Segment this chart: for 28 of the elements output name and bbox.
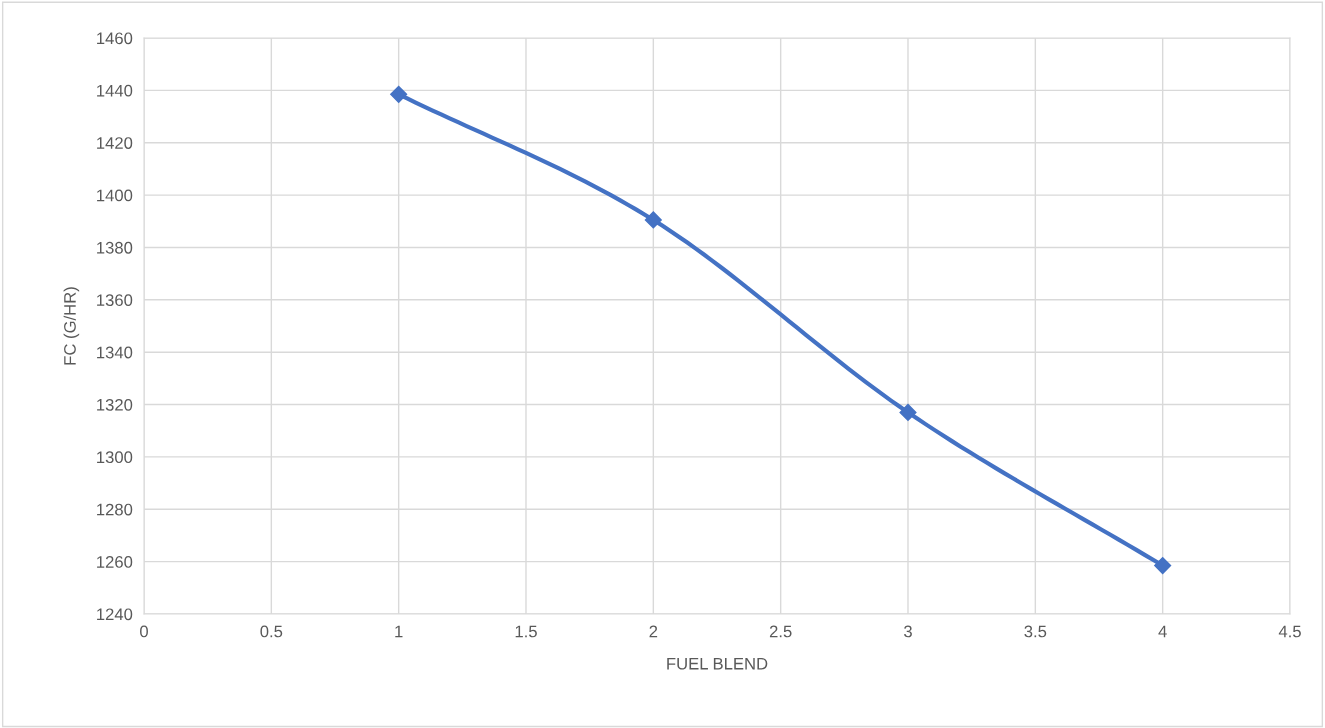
point: [644, 211, 662, 229]
point: [390, 85, 408, 103]
x-axis-title: FUEL BLEND: [667, 657, 768, 670]
y-tick-label: 1280: [97, 503, 133, 516]
y-tick-label: 1320: [97, 398, 133, 411]
x-tick-label: 0.5: [260, 625, 283, 638]
y-tick-label: 1440: [97, 84, 133, 97]
x-tick-label: 2.5: [769, 625, 792, 638]
y-tick-label: 1340: [97, 346, 133, 359]
y-tick-label: 1460: [97, 32, 133, 45]
x-tick-label: 4: [1158, 625, 1167, 638]
y-tick-label: 1360: [97, 294, 133, 307]
y-tick-label: 1260: [97, 556, 133, 568]
x-tick-label: 2: [649, 625, 658, 638]
x-tick-label: 4.5: [1278, 625, 1301, 638]
x-tick-label: 0: [140, 625, 148, 638]
y-tick-label: 1240: [97, 608, 133, 621]
x-tick-label: 3.5: [1024, 625, 1047, 638]
x-tick-label: 3: [904, 625, 912, 638]
y-axis-title: FC (G/HR): [63, 287, 80, 365]
y-tick-label: 1300: [97, 451, 133, 464]
y-tick-label: 1380: [97, 241, 133, 254]
x-tick-label: 1: [395, 625, 403, 638]
point: [1154, 557, 1172, 575]
y-tick-label: 1400: [97, 189, 133, 202]
x-tick-label: 1.5: [515, 625, 537, 638]
y-tick-label: 1420: [97, 137, 133, 149]
point: [899, 403, 917, 421]
